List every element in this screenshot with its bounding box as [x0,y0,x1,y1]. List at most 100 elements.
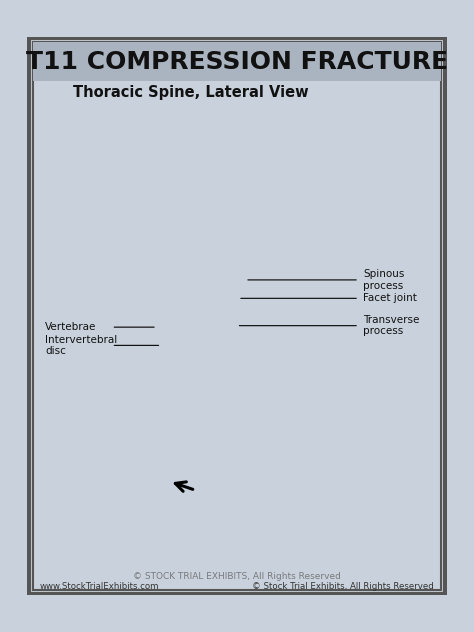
Text: T4: T4 [185,217,198,228]
Ellipse shape [234,137,248,145]
Text: T8: T8 [176,359,190,369]
FancyBboxPatch shape [232,179,257,197]
Ellipse shape [218,303,232,312]
Ellipse shape [163,246,176,255]
FancyBboxPatch shape [188,114,248,142]
FancyBboxPatch shape [230,389,258,411]
FancyBboxPatch shape [185,169,235,178]
Text: T6: T6 [177,286,191,296]
Ellipse shape [181,149,193,158]
Ellipse shape [159,391,172,400]
Ellipse shape [218,267,232,278]
FancyBboxPatch shape [33,42,441,81]
FancyBboxPatch shape [237,148,261,165]
Ellipse shape [219,233,233,244]
FancyBboxPatch shape [175,544,262,585]
FancyBboxPatch shape [159,310,232,344]
Text: Quality Medical Exhibits for Less: Quality Medical Exhibits for Less [341,248,395,391]
Text: L1: L1 [196,560,210,570]
FancyBboxPatch shape [228,211,254,230]
Polygon shape [195,456,212,466]
Text: T1: T1 [202,123,216,133]
Text: T10: T10 [179,436,199,446]
Text: T5: T5 [181,252,194,262]
FancyBboxPatch shape [173,457,238,466]
FancyBboxPatch shape [225,315,251,335]
Polygon shape [195,496,212,507]
Ellipse shape [218,339,232,348]
FancyBboxPatch shape [169,207,236,238]
Text: T7: T7 [176,322,190,332]
Text: INJURY:: INJURY: [44,437,108,452]
Text: www.STOCKTRIALEXHIBITS.com: www.STOCKTRIALEXHIBITS.com [105,558,369,573]
Ellipse shape [170,511,182,520]
FancyBboxPatch shape [191,138,240,147]
Ellipse shape [224,377,238,387]
Text: Spinous
process: Spinous process [364,269,405,291]
Ellipse shape [187,119,200,128]
Text: T3: T3 [190,185,204,195]
FancyBboxPatch shape [241,468,270,490]
Text: T12: T12 [188,518,208,528]
Ellipse shape [226,167,240,178]
Ellipse shape [241,495,255,506]
FancyBboxPatch shape [166,341,226,349]
Ellipse shape [222,233,236,242]
Text: Compression
fracture of the
T11 vertebrae: Compression fracture of the T11 vertebra… [44,458,159,511]
FancyBboxPatch shape [236,428,263,450]
Text: T9: T9 [179,397,192,407]
Ellipse shape [174,180,187,189]
Ellipse shape [235,495,249,504]
Text: SAMPLE USE ONLY: SAMPLE USE ONLY [43,416,431,453]
Text: Facet joint: Facet joint [364,293,417,303]
FancyBboxPatch shape [182,539,251,548]
Text: Thoracic Spine, Lateral View: Thoracic Spine, Lateral View [73,85,309,100]
Ellipse shape [230,137,244,147]
FancyBboxPatch shape [179,202,231,210]
Text: © Stock Trial Exhibits, All Rights Reserved: © Stock Trial Exhibits, All Rights Reser… [253,582,434,591]
Text: T2: T2 [196,153,210,163]
Ellipse shape [162,430,174,439]
FancyBboxPatch shape [160,384,238,420]
Ellipse shape [158,317,170,325]
Ellipse shape [235,455,249,466]
FancyBboxPatch shape [173,235,228,244]
FancyBboxPatch shape [33,42,441,590]
Ellipse shape [166,470,178,479]
FancyBboxPatch shape [164,240,233,272]
Text: STOCK TRIAL EXHIBITS™: STOCK TRIAL EXHIBITS™ [328,205,382,346]
Ellipse shape [229,455,243,464]
FancyBboxPatch shape [227,351,254,372]
Ellipse shape [224,415,238,424]
FancyBboxPatch shape [175,174,240,205]
Text: T11: T11 [183,477,203,487]
Ellipse shape [226,200,240,209]
Text: Transverse
process: Transverse process [364,315,420,336]
Text: T11 COMPRESSION FRACTURE: T11 COMPRESSION FRACTURE [26,50,448,74]
FancyBboxPatch shape [224,279,250,299]
Ellipse shape [241,537,255,546]
Text: SAMPLE USE ONLY: SAMPLE USE ONLY [43,182,431,218]
FancyBboxPatch shape [169,417,233,426]
FancyBboxPatch shape [159,346,234,382]
Text: © STOCK TRIAL EXHIBITS, All Rights Reserved: © STOCK TRIAL EXHIBITS, All Rights Reser… [133,571,341,581]
FancyBboxPatch shape [161,274,232,308]
Ellipse shape [218,303,232,313]
FancyBboxPatch shape [167,379,228,387]
Ellipse shape [160,281,172,290]
Ellipse shape [158,354,170,362]
FancyBboxPatch shape [248,508,277,532]
FancyBboxPatch shape [182,143,244,173]
Ellipse shape [220,339,234,349]
Text: Vertebrae: Vertebrae [45,322,96,332]
Ellipse shape [168,213,181,222]
FancyBboxPatch shape [171,502,255,543]
Ellipse shape [222,200,236,210]
FancyBboxPatch shape [255,550,284,574]
FancyBboxPatch shape [38,430,195,526]
FancyBboxPatch shape [241,118,265,135]
FancyBboxPatch shape [177,497,244,506]
Text: www.StockTrialExhibits.com: www.StockTrialExhibits.com [40,582,159,591]
Ellipse shape [248,537,262,548]
FancyBboxPatch shape [167,462,249,501]
